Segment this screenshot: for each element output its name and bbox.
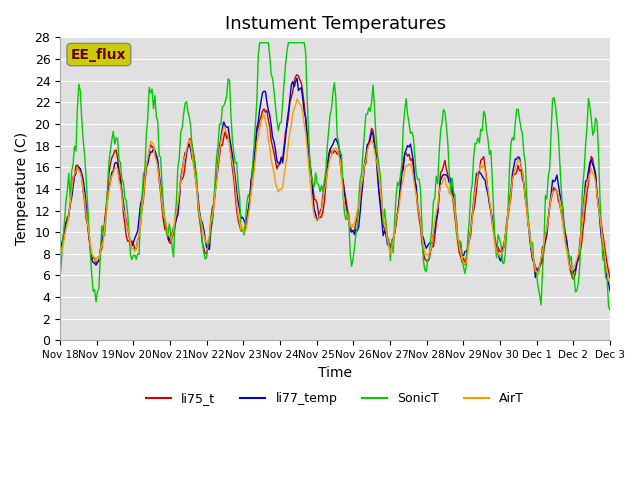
Y-axis label: Temperature (C): Temperature (C) bbox=[15, 132, 29, 245]
SonicT bbox=[606, 307, 614, 313]
AirT bbox=[340, 201, 348, 207]
li77_temp bbox=[92, 262, 100, 268]
li77_temp bbox=[531, 275, 539, 280]
Text: EE_flux: EE_flux bbox=[71, 48, 127, 61]
li77_temp bbox=[450, 194, 458, 200]
AirT bbox=[75, 167, 83, 172]
li75_t bbox=[605, 268, 612, 274]
li75_t bbox=[450, 202, 458, 207]
Title: Instument Temperatures: Instument Temperatures bbox=[225, 15, 445, 33]
AirT bbox=[606, 278, 614, 284]
SonicT bbox=[450, 189, 458, 195]
AirT bbox=[92, 258, 100, 264]
Line: li77_temp: li77_temp bbox=[60, 78, 610, 291]
SonicT bbox=[56, 275, 64, 280]
X-axis label: Time: Time bbox=[318, 366, 352, 380]
li77_temp bbox=[340, 190, 348, 195]
SonicT bbox=[75, 81, 83, 87]
Line: AirT: AirT bbox=[60, 99, 610, 281]
Line: SonicT: SonicT bbox=[60, 43, 610, 310]
li75_t bbox=[340, 188, 348, 194]
AirT bbox=[531, 269, 539, 275]
li75_t bbox=[56, 249, 64, 255]
AirT bbox=[604, 270, 611, 276]
AirT bbox=[56, 252, 64, 257]
AirT bbox=[293, 96, 301, 102]
Line: li75_t: li75_t bbox=[60, 75, 610, 279]
li75_t bbox=[293, 72, 301, 78]
li75_t bbox=[75, 165, 83, 170]
li77_temp bbox=[56, 243, 64, 249]
SonicT bbox=[531, 264, 539, 269]
li75_t bbox=[569, 276, 577, 282]
AirT bbox=[450, 197, 458, 203]
li75_t bbox=[92, 260, 100, 266]
li77_temp bbox=[75, 164, 83, 170]
SonicT bbox=[256, 40, 264, 46]
li77_temp bbox=[293, 75, 301, 81]
li75_t bbox=[531, 264, 539, 269]
SonicT bbox=[604, 276, 611, 281]
SonicT bbox=[92, 299, 100, 305]
li77_temp bbox=[604, 276, 611, 282]
li77_temp bbox=[606, 288, 614, 294]
SonicT bbox=[340, 210, 348, 216]
li75_t bbox=[606, 275, 614, 281]
Legend: li75_t, li77_temp, SonicT, AirT: li75_t, li77_temp, SonicT, AirT bbox=[141, 387, 529, 410]
